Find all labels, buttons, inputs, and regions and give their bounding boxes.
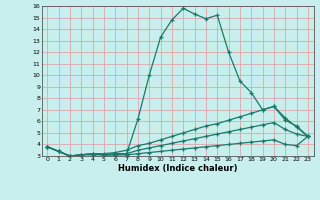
X-axis label: Humidex (Indice chaleur): Humidex (Indice chaleur) bbox=[118, 164, 237, 173]
